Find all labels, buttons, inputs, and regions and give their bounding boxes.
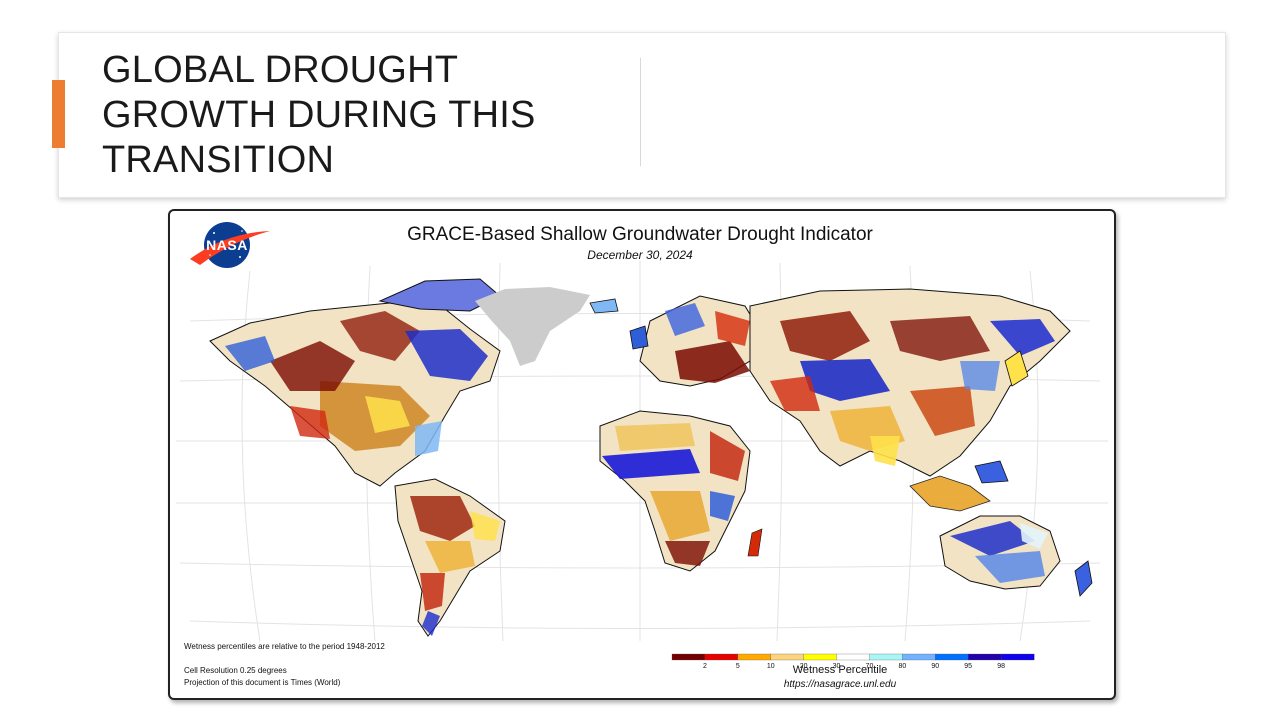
legend-tick-label: 20 bbox=[800, 663, 808, 670]
continents-layer bbox=[209, 278, 1093, 637]
british-isles-region bbox=[629, 325, 649, 350]
legend-color-swatch bbox=[737, 653, 772, 661]
slide-title[interactable]: GLOBAL DROUGHT GROWTH DURING THIS TRANSI… bbox=[102, 49, 536, 181]
legend-tick-label: 95 bbox=[964, 663, 972, 670]
wetness-percentile-legend: 2 5 10 20 30 70 80 90 95 98 bbox=[671, 653, 1035, 670]
legend-color-swatch bbox=[935, 653, 969, 661]
legend-color-swatch bbox=[968, 653, 1002, 661]
new-zealand-region bbox=[1074, 560, 1093, 597]
legend-color-swatch bbox=[770, 653, 805, 661]
iceland-region bbox=[589, 298, 619, 314]
legend-color-swatch bbox=[902, 653, 936, 661]
title-divider bbox=[640, 58, 641, 166]
africa-region bbox=[599, 410, 763, 572]
legend-color-swatch bbox=[704, 653, 739, 661]
title-accent-bar bbox=[52, 80, 65, 148]
legend-tick-label: 30 bbox=[833, 663, 841, 670]
europe-region bbox=[639, 295, 761, 387]
legend-color-swatch bbox=[803, 653, 837, 661]
legend-tick-label: 90 bbox=[931, 663, 939, 670]
map-title: GRACE-Based Shallow Groundwater Drought … bbox=[407, 224, 873, 245]
legend-title: Wetness Percentile bbox=[793, 664, 888, 676]
note-projection: Projection of this document is Times (Wo… bbox=[184, 678, 341, 687]
map-canvas: NASA GRACE-Based Shallow Groundwater Dro… bbox=[176, 222, 1108, 690]
legend-color-swatch bbox=[1000, 653, 1035, 661]
note-reference-period: Wetness percentiles are relative to the … bbox=[184, 642, 385, 651]
nasa-logo-text: NASA bbox=[206, 237, 248, 253]
nasa-meatball-logo-icon: NASA bbox=[190, 222, 270, 268]
legend-tick-label: 70 bbox=[866, 663, 874, 670]
title-card bbox=[58, 32, 1226, 198]
legend-tick-label: 98 bbox=[997, 663, 1005, 670]
greenland-region bbox=[475, 287, 590, 366]
legend-tick-label: 80 bbox=[898, 663, 906, 670]
southeast-asia-islands-region bbox=[909, 460, 1009, 512]
australia-region bbox=[939, 515, 1061, 590]
japan-region bbox=[1004, 350, 1029, 387]
legend-tick-label: 10 bbox=[767, 663, 775, 670]
legend-color-swatch bbox=[671, 653, 706, 661]
legend-color-swatch bbox=[836, 653, 870, 661]
legend-tick-label: 5 bbox=[736, 663, 740, 670]
note-cell-resolution: Cell Resolution 0.25 degrees bbox=[184, 666, 287, 675]
map-date: December 30, 2024 bbox=[587, 248, 693, 262]
asia-region bbox=[749, 288, 1071, 477]
legend-tick-label: 2 bbox=[703, 663, 707, 670]
drought-map-figure[interactable]: NASA GRACE-Based Shallow Groundwater Dro… bbox=[168, 209, 1116, 700]
south-america-region bbox=[394, 478, 506, 637]
legend-color-swatch bbox=[869, 653, 903, 661]
source-url[interactable]: https://nasagrace.unl.edu bbox=[784, 679, 897, 690]
north-america-region bbox=[209, 302, 501, 487]
